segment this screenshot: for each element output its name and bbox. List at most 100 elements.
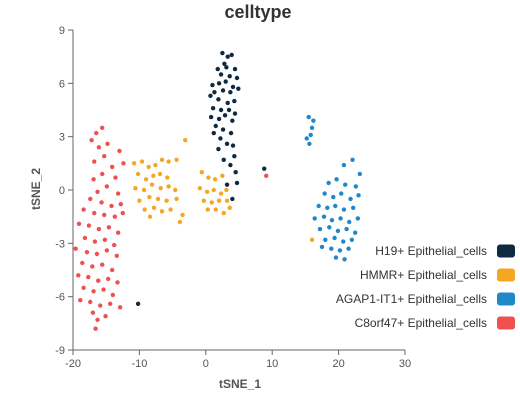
scatter-point — [232, 154, 237, 159]
scatter-point — [227, 205, 232, 210]
scatter-point — [232, 98, 237, 104]
scatter-point — [105, 141, 110, 146]
scatter-point — [218, 191, 224, 196]
scatter-point — [325, 205, 330, 210]
legend-label: HMMR+ Epithelial_cells — [360, 268, 487, 282]
scatter-point — [135, 301, 141, 306]
scatter-point — [333, 255, 339, 260]
scatter-point — [323, 237, 328, 242]
scatter-point — [209, 200, 214, 205]
scatter-point — [110, 292, 116, 298]
scatter-point — [101, 287, 106, 292]
scatter-point — [212, 90, 217, 95]
scatter-point — [206, 175, 211, 180]
y-axis-title: tSNE_2 — [29, 168, 43, 210]
scatter-point — [104, 184, 110, 189]
scatter-point — [331, 194, 336, 200]
scatter-point — [353, 184, 359, 189]
scatter-point — [92, 210, 97, 216]
scatter-point — [312, 216, 317, 221]
scatter-point — [218, 107, 224, 113]
scatter-point — [102, 212, 107, 218]
scatter-point — [100, 262, 105, 267]
scatter-point — [224, 141, 230, 146]
scatter-point — [142, 207, 147, 212]
scatter-point — [211, 130, 216, 136]
scatter-point — [115, 230, 121, 235]
scatter-point — [208, 114, 214, 120]
scatter-point — [121, 161, 126, 166]
y-tick-label: 3 — [59, 132, 65, 144]
scatter-point — [164, 198, 169, 203]
scatter-point — [95, 317, 100, 322]
scatter-point — [180, 212, 185, 218]
scatter-point — [159, 157, 165, 162]
scatter-point — [220, 88, 226, 93]
scatter-point — [141, 187, 147, 193]
scatter-point — [173, 187, 178, 193]
scatter-point — [343, 182, 348, 187]
scatter-point — [307, 141, 312, 146]
scatter-point — [230, 143, 236, 148]
scatter-point — [100, 125, 105, 130]
scatter-point — [99, 200, 104, 205]
scatter-point — [224, 65, 229, 70]
scatter-point — [308, 132, 313, 138]
scatter-point — [201, 198, 207, 203]
y-tick-label: 0 — [59, 185, 65, 197]
scatter-point — [264, 173, 269, 178]
scatter-point — [339, 191, 344, 196]
scatter-point — [78, 298, 83, 303]
scatter-point — [227, 74, 232, 79]
scatter-point — [349, 237, 355, 242]
scatter-point — [89, 138, 94, 143]
y-tick-label: 6 — [59, 78, 65, 90]
scatter-point — [146, 164, 151, 170]
scatter-point — [337, 248, 343, 253]
scatter-point — [346, 246, 351, 251]
scatter-point — [159, 209, 165, 214]
scatter-point — [232, 66, 238, 72]
scatter-point — [96, 226, 102, 232]
scatter-point — [166, 184, 171, 189]
scatter-point — [234, 75, 240, 81]
legend-swatch — [497, 268, 515, 282]
scatter-point — [309, 237, 315, 242]
scatter-point — [338, 216, 343, 221]
scatter-point — [222, 61, 227, 66]
scatter-point — [234, 180, 240, 186]
x-tick-label: 0 — [203, 358, 209, 370]
scatter-point — [94, 251, 100, 257]
scatter-point — [120, 210, 126, 216]
x-axis-title: tSNE_1 — [219, 377, 261, 391]
scatter-point — [109, 164, 115, 170]
x-tick-label: 30 — [399, 358, 411, 370]
scatter-point — [177, 219, 183, 225]
scatter-point — [88, 196, 93, 202]
scatter-point — [137, 198, 142, 203]
scatter-point — [333, 203, 338, 209]
scatter-point — [117, 305, 123, 310]
y-tick-label: -6 — [55, 292, 65, 304]
scatter-point — [226, 107, 232, 113]
scatter-point — [225, 54, 230, 59]
scatter-point — [306, 114, 311, 120]
scatter-point — [216, 81, 222, 86]
scatter-point — [216, 116, 222, 122]
scatter-point — [86, 274, 91, 280]
legend-swatch — [497, 244, 515, 258]
scatter-point — [341, 162, 347, 168]
scatter-point — [174, 196, 179, 202]
scatter-point — [205, 207, 210, 212]
scatter-point — [332, 235, 337, 241]
scatter-point — [197, 186, 203, 191]
scatter-point — [229, 52, 234, 58]
x-tick-label: 20 — [332, 358, 344, 370]
scatter-point — [113, 175, 118, 180]
scatter-point — [210, 106, 216, 111]
scatter-point — [151, 173, 156, 178]
scatter-point — [109, 267, 115, 273]
scatter-point — [106, 225, 112, 230]
scatter-point — [82, 235, 88, 241]
